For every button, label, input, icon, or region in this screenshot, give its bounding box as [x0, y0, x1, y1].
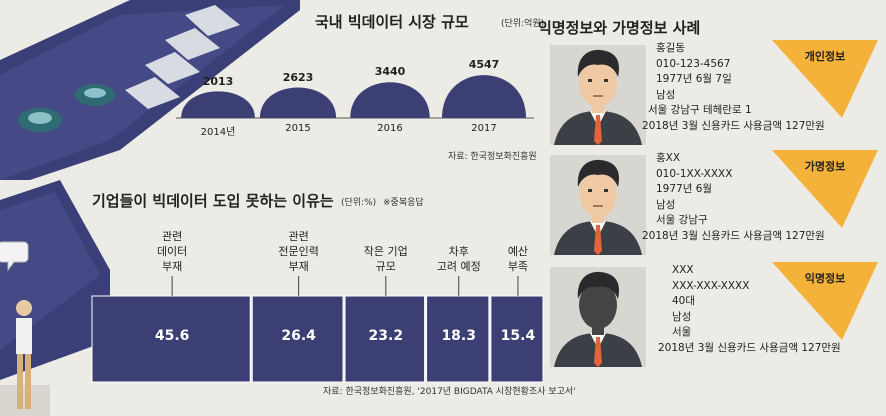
road-illustration	[0, 0, 300, 180]
market-value-label: 4547	[468, 58, 500, 71]
reason-label-line: 예산	[507, 245, 529, 258]
reason-value-label: 18.3	[441, 328, 476, 344]
person-info-line: 1977년 6월	[656, 183, 713, 195]
reasons-title: 기업들이 빅데이터 도입 못하는 이유는	[92, 192, 334, 210]
portrait	[550, 155, 646, 255]
reasons-unit: (단위:%)	[341, 198, 377, 208]
market-value-label: 3440	[374, 65, 406, 79]
reason-value-label: 45.6	[154, 328, 190, 344]
person-info-line: 2018년 3월 신용카드 사용금액 127만원	[642, 229, 825, 242]
market-dome	[259, 87, 337, 118]
person-info-line: 2018년 3월 신용카드 사용금액 127만원	[642, 119, 825, 132]
person-info-line: 서울 강남구	[656, 214, 708, 226]
person-info-line: 남성	[656, 88, 676, 101]
reason-bar	[344, 295, 426, 383]
person-info-line: 남성	[656, 198, 676, 211]
market-year-label: 2017	[471, 123, 497, 134]
reason-label-line: 데이터	[156, 245, 188, 258]
tag-triangle	[772, 262, 878, 340]
person-info-line: 홍XX	[656, 152, 681, 164]
market-dome	[181, 91, 255, 118]
person-info-line: 서울 강남구 테헤란로 1	[648, 104, 752, 116]
person-info-line: 홍길동	[656, 42, 685, 54]
tag-label: 익명정보	[804, 272, 846, 285]
person-info-line: 1977년 6월 7일	[656, 73, 732, 85]
market-value-label: 2623	[282, 70, 314, 84]
market-dome	[442, 75, 526, 118]
reason-label-line: 부재	[288, 260, 309, 273]
privacy-title: 익명정보와 가명정보 사례	[538, 19, 701, 37]
reason-bar	[251, 295, 344, 383]
market-value-label: 2013	[202, 74, 234, 88]
person-info-line: 2018년 3월 신용카드 사용금액 127만원	[658, 341, 841, 354]
person-info-line: 40대	[672, 295, 696, 307]
reason-label-line: 작은 기업	[363, 245, 408, 258]
reason-bar	[91, 295, 251, 383]
reason-label-line: 전문인력	[278, 245, 319, 258]
person-info-line: XXX-XXX-XXXX	[672, 279, 750, 292]
speech-bubble-icon	[0, 241, 29, 272]
market-year-label: 2014년	[200, 127, 236, 138]
market-unit: (단위:억원)	[501, 19, 545, 29]
reason-value-label: 26.4	[281, 328, 316, 344]
person-info-line: 010-123-4567	[656, 57, 731, 70]
reason-value-label: 23.2	[368, 328, 404, 344]
reason-bar	[426, 295, 490, 383]
reason-label-line: 차후	[448, 245, 469, 258]
market-year-label: 2016	[377, 123, 403, 134]
reason-label-line: 규모	[375, 260, 396, 273]
reason-label-line: 관련	[162, 230, 183, 243]
market-title: 국내 빅데이터 시장 규모	[315, 13, 469, 31]
reason-label-line: 관련	[288, 230, 309, 243]
reason-label-line: 고려 예정	[436, 260, 481, 273]
person-figure	[16, 300, 32, 409]
tag-label: 가명정보	[804, 160, 846, 173]
reasons-source: 자료: 한국정보화진흥원, '2017년 BIGDATA 시장현황조사 보고서'	[323, 387, 576, 397]
reason-label-line: 부재	[162, 260, 183, 273]
person-info-line: 서울	[672, 326, 692, 338]
person-info-line: 010-1XX-XXXX	[656, 167, 733, 180]
market-dome	[350, 82, 430, 118]
portrait	[550, 45, 646, 145]
person-info-line: 남성	[672, 310, 692, 323]
portrait	[550, 267, 646, 367]
reasons-note: ※중복응답	[383, 198, 424, 208]
tag-triangle	[772, 150, 878, 228]
tag-triangle	[772, 40, 878, 118]
reason-bar	[490, 295, 544, 383]
market-year-label: 2015	[285, 123, 311, 134]
reason-value-label: 15.4	[500, 328, 536, 344]
market-source: 자료: 한국정보화진흥원	[448, 152, 537, 162]
person-info-line: XXX	[672, 264, 694, 276]
reason-label-line: 부족	[507, 260, 529, 273]
tag-label: 개인정보	[804, 50, 846, 63]
